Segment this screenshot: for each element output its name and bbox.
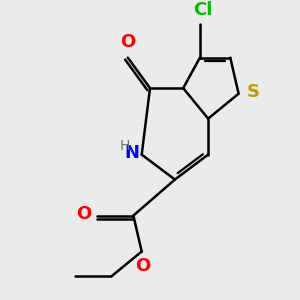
Text: H: H <box>120 139 130 153</box>
Text: O: O <box>120 33 136 51</box>
Text: O: O <box>136 257 151 275</box>
Text: S: S <box>247 83 260 101</box>
Text: Cl: Cl <box>193 1 212 19</box>
Text: O: O <box>76 205 92 223</box>
Text: N: N <box>124 144 139 162</box>
